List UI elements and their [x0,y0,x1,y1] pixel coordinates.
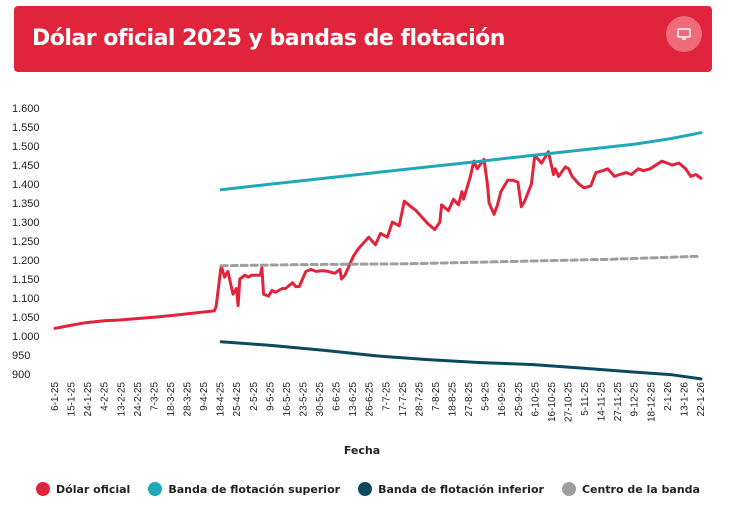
x-tick-label: 14-11-25 [597,382,608,422]
legend-item-superior[interactable]: Banda de flotación superior [148,482,340,496]
x-tick-label: 18-3-25 [166,382,177,417]
y-tick-label: 1.400 [12,179,40,191]
y-tick-label: 1.100 [12,293,40,305]
x-tick-label: 30-5-25 [315,382,326,417]
y-tick-label: 1.250 [12,236,40,248]
legend-swatch [148,482,163,496]
x-tick-label: 18-4-25 [216,382,227,417]
y-tick-label: 1.350 [12,198,40,210]
x-tick-label: 9-12-25 [630,382,641,417]
y-tick-label: 1.150 [12,274,40,286]
x-tick-label: 18-12-25 [646,382,657,422]
legend-item-inferior[interactable]: Banda de flotación inferior [358,482,544,496]
monitor-icon [677,28,691,40]
x-tick-label: 2-5-25 [249,382,260,411]
x-tick-label: 13-6-25 [348,382,359,417]
x-tick-label: 27-10-25 [563,382,574,422]
y-tick-label: 1.300 [12,217,40,229]
series-line [53,150,703,330]
x-tick-label: 9-4-25 [199,382,210,411]
x-tick-label: 6-6-25 [332,382,343,411]
legend-label: Banda de flotación superior [168,482,341,496]
x-tick-label: 22-1-26 [696,382,707,417]
x-tick-label: 27-11-25 [613,382,624,422]
y-tick-label: 1.050 [12,312,40,324]
x-tick-label: 28-7-25 [414,382,425,417]
x-tick-label: 17-7-25 [398,382,409,417]
legend-swatch [561,482,576,496]
legend-swatch [358,482,373,496]
x-tick-label: 7-7-25 [381,382,392,411]
x-tick-label: 23-5-25 [298,382,309,417]
chart-title: Dólar oficial 2025 y bandas de flotación [32,26,505,51]
x-tick-label: 5-11-25 [580,382,591,416]
x-tick-label: 24-2-25 [133,382,144,417]
legend-item-centro[interactable]: Centro de la banda [561,482,700,496]
line-chart: 900 950 1.000 1.050 1.100 1.150 1.200 1.250 1.30… [12,103,707,457]
y-tick-label: 1.000 [12,331,40,343]
x-tick-label: 16-9-25 [497,382,508,417]
chart-legend: Dólar oficial Banda de flotación superio… [0,482,736,496]
x-tick-label: 13-2-25 [116,382,127,417]
y-tick-label: 1.550 [12,122,40,134]
legend-item-oficial[interactable]: Dólar oficial [36,482,130,496]
y-tick-label: 1.600 [12,103,40,115]
x-tick-label: 6-1-25 [50,382,61,411]
legend-label: Dólar oficial [56,482,131,496]
x-tick-label: 16-10-25 [547,382,558,422]
y-tick-label: 900 [12,369,30,381]
x-tick-label: 26-6-25 [365,382,376,417]
x-tick-label: 25-9-25 [514,382,525,417]
x-tick-label: 7-8-25 [431,382,442,411]
y-tick-label: 1.450 [12,160,40,172]
legend-label: Banda de flotación inferior [378,482,544,496]
series-line [219,254,703,268]
legend-label: Centro de la banda [581,482,700,496]
x-tick-label: 6-10-25 [530,382,541,417]
y-tick-label: 1.200 [12,255,40,267]
x-axis-title: Fecha [344,444,380,457]
series-line [219,340,703,381]
chart-header: Dólar oficial 2025 y bandas de flotación [14,6,712,72]
x-tick-label: 2-1-26 [663,382,674,411]
series-line [219,131,703,192]
x-tick-label: 18-8-25 [448,382,459,417]
x-tick-label: 16-5-25 [282,382,293,417]
x-tick-label: 24-1-25 [83,382,94,417]
x-tick-label: 9-5-25 [265,382,276,411]
x-tick-label: 5-9-25 [481,382,492,411]
display-mode-button[interactable] [666,16,702,52]
x-tick-label: 13-1-26 [679,382,690,417]
x-tick-label: 7-3-25 [149,382,160,411]
x-tick-label: 25-4-25 [232,382,243,417]
x-tick-label: 27-8-25 [464,382,475,417]
y-tick-label: 950 [12,350,30,362]
x-tick-label: 28-3-25 [183,382,194,417]
x-tick-label: 4-2-25 [100,382,111,411]
y-tick-label: 1.500 [12,141,40,153]
legend-swatch [36,482,50,496]
x-tick-label: 15-1-25 [67,382,78,417]
